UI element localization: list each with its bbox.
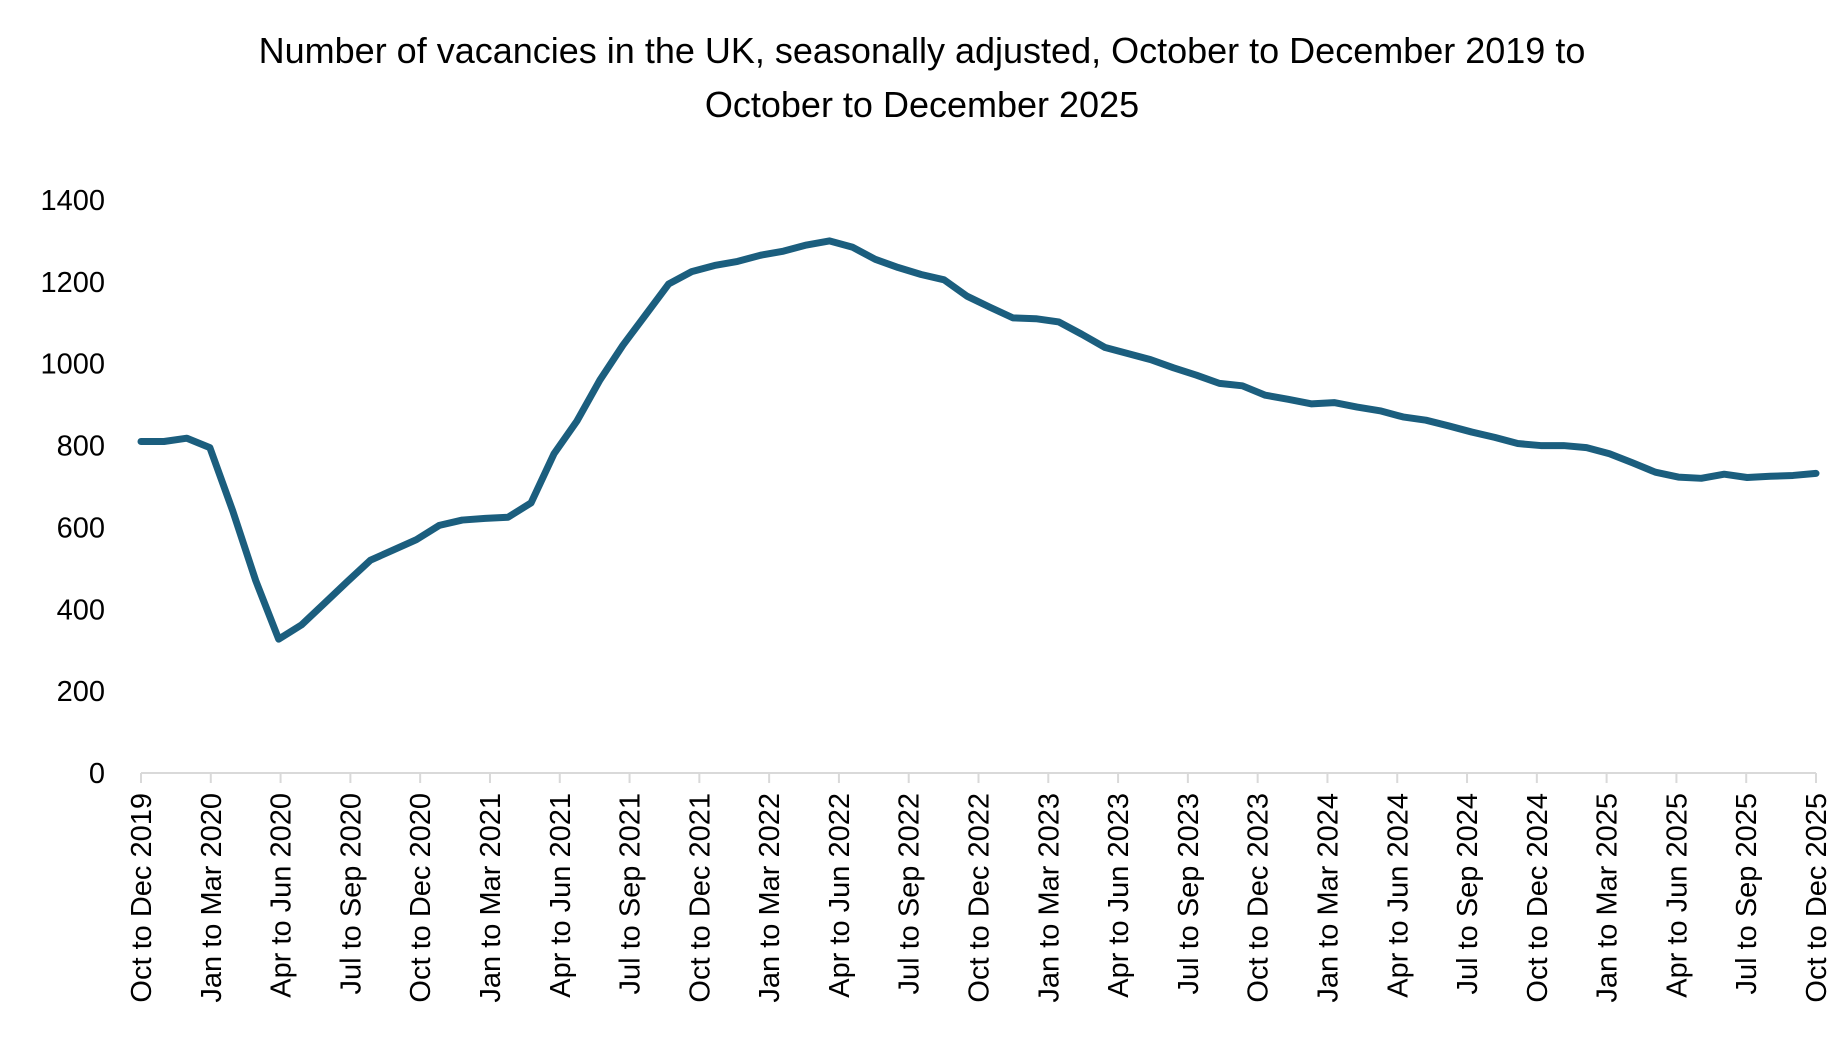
- x-tick-label: Jan to Mar 2024: [1312, 793, 1344, 1003]
- y-tick-label: 1000: [40, 349, 105, 381]
- x-tick-label: Jul to Sep 2020: [335, 793, 367, 995]
- x-tick-label: Oct to Dec 2021: [684, 793, 716, 1003]
- x-tick-label: Jul to Sep 2022: [894, 793, 926, 995]
- series-line-vacancies: [137, 237, 1820, 643]
- y-tick-label: 800: [57, 431, 105, 463]
- y-tick-label: 400: [57, 594, 105, 626]
- chart-title-line-2: October to December 2025: [705, 84, 1139, 125]
- chart-title-line-1: Number of vacancies in the UK, seasonall…: [259, 30, 1586, 71]
- x-axis: Oct to Dec 2019 Jan to Mar 2020 Apr to Jun…: [126, 773, 1833, 1003]
- x-tick-label: Jan to Mar 2022: [754, 793, 786, 1003]
- chart-title: Number of vacancies in the UK, seasonall…: [259, 30, 1586, 125]
- x-tick-label: Apr to Jun 2025: [1661, 793, 1693, 998]
- x-tick-label: Apr to Jun 2024: [1382, 793, 1414, 998]
- x-tick-label: Jul to Sep 2024: [1452, 793, 1484, 995]
- y-tick-label: 1400: [40, 185, 105, 217]
- y-tick-label: 0: [89, 758, 105, 790]
- x-tick-label: Jan to Mar 2020: [196, 793, 228, 1003]
- y-tick-label: 200: [57, 676, 105, 708]
- x-tick-label: Oct to Dec 2024: [1522, 793, 1554, 1003]
- x-tick-label: Jan to Mar 2021: [475, 793, 507, 1003]
- y-tick-label: 1200: [40, 267, 105, 299]
- x-tick-label: Jan to Mar 2023: [1033, 793, 1065, 1003]
- x-tick-label: Jul to Sep 2023: [1173, 793, 1205, 995]
- x-tick-label: Oct to Dec 2025: [1801, 793, 1833, 1003]
- series-group: [137, 237, 1820, 643]
- x-tick-label: Apr to Jun 2021: [545, 793, 577, 998]
- x-tick-label: Oct to Dec 2020: [405, 793, 437, 1003]
- x-tick-label: Jul to Sep 2021: [615, 793, 647, 995]
- y-tick-label: 600: [57, 512, 105, 544]
- x-tick-label: Apr to Jun 2023: [1103, 793, 1135, 998]
- x-tick-label: Oct to Dec 2023: [1243, 793, 1275, 1003]
- x-tick-label: Jan to Mar 2025: [1592, 793, 1624, 1003]
- x-tick-label: Jul to Sep 2025: [1731, 793, 1763, 995]
- x-tick-label: Oct to Dec 2019: [126, 793, 158, 1003]
- x-tick-label: Apr to Jun 2022: [824, 793, 856, 998]
- x-tick-label: Oct to Dec 2022: [964, 793, 996, 1003]
- x-tick-label: Apr to Jun 2020: [266, 793, 298, 998]
- y-axis: 0 200 400 600 800 1000 1200 1400: [40, 185, 105, 790]
